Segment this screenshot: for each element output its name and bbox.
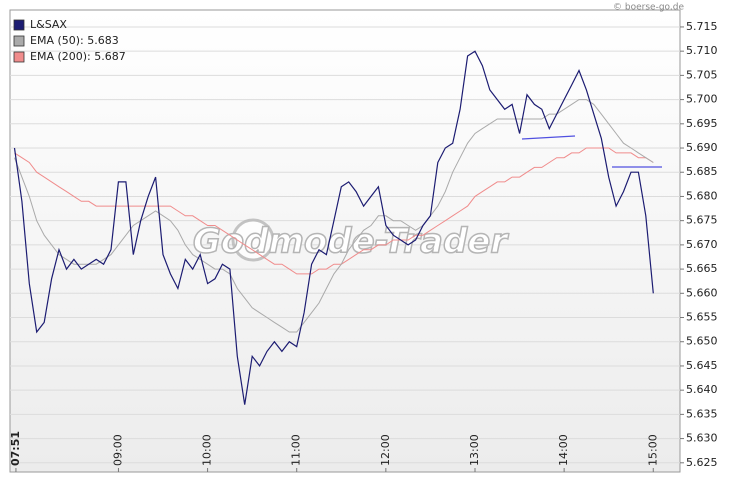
series-line — [13, 50, 654, 405]
y-tick-label: 5.685 — [686, 165, 718, 178]
legend-label: EMA (50): 5.683 — [30, 34, 119, 47]
y-tick-label: 5.690 — [686, 141, 718, 154]
series-line — [14, 99, 654, 333]
x-tick-label: 10:00 — [201, 434, 214, 466]
x-tick-label: 11:00 — [290, 434, 303, 466]
y-tick-label: 5.650 — [686, 335, 718, 348]
y-tick-label: 5.670 — [686, 238, 718, 251]
x-tick-label: 07:51 — [9, 431, 22, 466]
grid — [10, 26, 680, 464]
y-tick-label: 5.715 — [686, 20, 718, 33]
y-tick-label: 5.710 — [686, 44, 718, 57]
y-tick-label: 5.680 — [686, 189, 718, 202]
watermark-circle — [231, 218, 275, 262]
y-tick-label: 5.630 — [686, 432, 718, 445]
y-tick-label: 5.635 — [686, 407, 718, 420]
y-tick-label: 5.640 — [686, 383, 718, 396]
legend-swatch — [13, 19, 25, 31]
legend-label: L&SAX — [30, 18, 67, 31]
y-tick-label: 5.700 — [686, 93, 718, 106]
y-tick-label: 5.645 — [686, 359, 718, 372]
x-tick-label: 12:00 — [379, 434, 392, 466]
lines — [13, 50, 654, 405]
source: © boerse-go.de — [613, 3, 684, 13]
y-tick-label: 5.625 — [686, 456, 718, 469]
y-tick-label: 5.655 — [686, 311, 718, 324]
y-tick-label: 5.660 — [686, 286, 718, 299]
legend-label: EMA (200): 5.687 — [30, 50, 126, 63]
series-line — [14, 147, 654, 275]
y-tick-label: 5.665 — [686, 262, 718, 275]
legend-swatch — [13, 51, 25, 63]
legend-swatch — [13, 35, 25, 47]
x-tick-label: 13:00 — [468, 434, 481, 466]
y-tick-label: 5.675 — [686, 214, 718, 227]
y-tick-label: 5.695 — [686, 117, 718, 130]
x-tick-label: 09:00 — [111, 434, 124, 466]
watermark-logo — [231, 218, 275, 262]
legend: L&SAX EMA (50): 5.683 EMA (200): 5.687 — [13, 18, 126, 63]
y-tick-label: 5.705 — [686, 68, 718, 81]
x-tick-label: 14:00 — [557, 434, 570, 466]
trend-line — [521, 135, 576, 140]
watermark: Godmode-Trader — [193, 222, 509, 262]
x-tick-label: 15:00 — [646, 434, 659, 466]
